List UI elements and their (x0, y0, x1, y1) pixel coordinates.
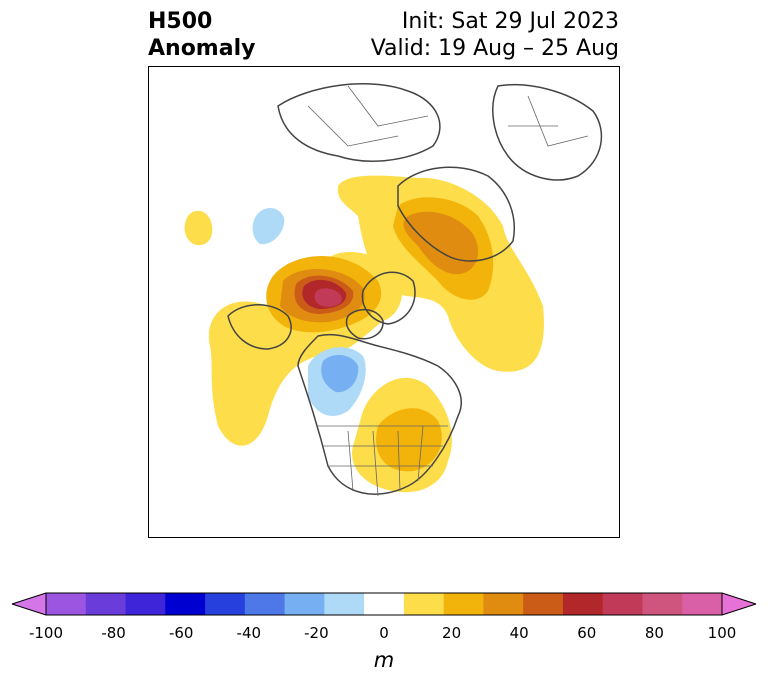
colorbar-segment (85, 593, 127, 615)
colorbar-tick-label: -60 (168, 624, 194, 642)
colorbar-segment (284, 593, 325, 615)
political-boundaries (307, 85, 589, 497)
colorbar-left-extension (12, 593, 46, 615)
colorbar-tick-label: 40 (509, 624, 529, 642)
colorbar-segment (364, 593, 405, 615)
colorbar-segment (403, 593, 445, 615)
colorbar-tick-label: 100 (707, 624, 737, 642)
colorbar-segment (46, 593, 87, 615)
east-asia-coast (492, 83, 603, 181)
colorbar-segment (602, 593, 643, 615)
map-border (148, 66, 620, 538)
colorbar-border (45, 592, 723, 616)
asia-coast (277, 83, 441, 162)
colorbar-segments (46, 593, 723, 615)
anomaly-orange-east (376, 408, 442, 472)
anomaly-darkorange-north (403, 211, 479, 275)
colorbar-segment (125, 593, 166, 615)
anomaly-blue-central (321, 354, 359, 393)
colorbar-segment (205, 593, 246, 615)
colorbar-tick-label: 60 (577, 624, 597, 642)
colorbar-segment (682, 593, 723, 615)
colorbar-tick-label: -80 (101, 624, 126, 642)
colorbar-segment (244, 593, 286, 615)
colorbar-tick-label: 0 (379, 624, 389, 642)
colorbar-segment (483, 593, 524, 615)
alaska-coast (227, 304, 292, 350)
colorbar-right-extension (722, 593, 756, 615)
colorbar-extension-outline (11, 592, 757, 616)
map-title: H500 Anomaly (148, 8, 255, 62)
hudson-bay-coast (345, 309, 384, 340)
colorbar-unit: m (373, 648, 395, 672)
colorbar-tick-label: -40 (236, 624, 262, 642)
anomaly-magenta-core (314, 288, 342, 307)
colorbar-segment (443, 593, 484, 615)
colorbar-segment (642, 593, 683, 615)
colorbar-segment (523, 593, 564, 615)
colorbar-tick-label: 80 (644, 624, 664, 642)
title-type: Anomaly (148, 36, 256, 61)
init-date: Init: Sat 29 Jul 2023 (401, 9, 619, 34)
anomaly-map (148, 66, 620, 538)
title-variable: H500 (148, 9, 213, 34)
colorbar-segment (165, 593, 206, 615)
map-dates: Init: Sat 29 Jul 2023 Valid: 19 Aug – 25… (371, 8, 619, 62)
valid-range: Valid: 19 Aug – 25 Aug (370, 36, 619, 61)
anomaly-yellow-pacific (184, 210, 213, 246)
negative-anomaly-fills (252, 207, 366, 416)
anomaly-lightblue-northwest (252, 207, 285, 245)
colorbar-tick-label: -100 (28, 624, 64, 642)
colorbar-tick-label: -20 (304, 624, 329, 642)
colorbar-tick-label: 20 (442, 624, 462, 642)
colorbar-segment (324, 593, 365, 615)
europe-coast (397, 166, 515, 262)
colorbar (11, 592, 757, 616)
colorbar-segment (562, 593, 604, 615)
greenland-coast (361, 271, 416, 325)
